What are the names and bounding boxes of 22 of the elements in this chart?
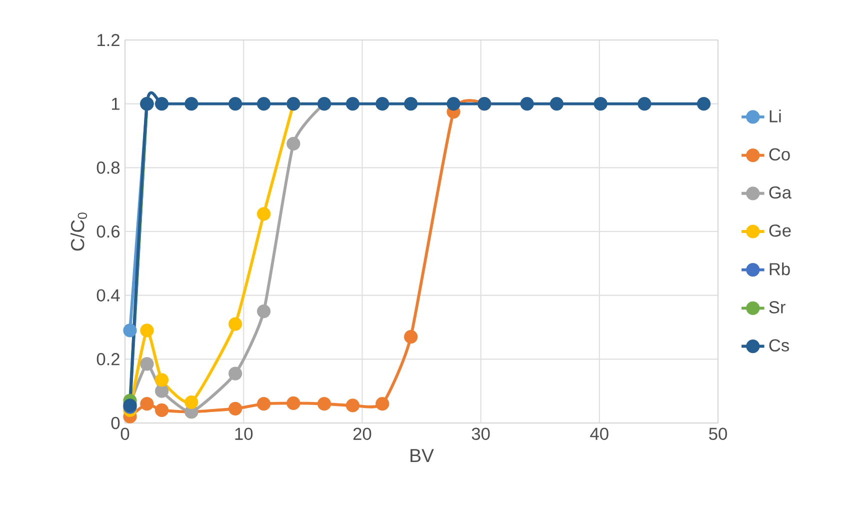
legend-label: Cs bbox=[769, 339, 789, 352]
legend-label: Ge bbox=[769, 224, 791, 237]
y-tick-label: 0.6 bbox=[96, 225, 120, 238]
x-tick-label: 40 bbox=[590, 428, 608, 440]
y-tick-label: 0.2 bbox=[96, 353, 120, 366]
y-tick-label: 1.2 bbox=[98, 34, 120, 46]
x-tick-label: 0 bbox=[120, 428, 130, 440]
y-tick-label: 0 bbox=[111, 416, 120, 430]
x-tick-label: 50 bbox=[709, 428, 727, 440]
x-tick-label: 20 bbox=[353, 428, 372, 440]
legend-label: Sr bbox=[769, 301, 786, 314]
legend-label: Li bbox=[770, 110, 781, 122]
y-axis-title: C/C$_{0}$ bbox=[70, 212, 88, 251]
y-tick-label: 0.8 bbox=[96, 162, 120, 174]
legend-label: Rb bbox=[770, 262, 790, 276]
legend-label: Ga bbox=[769, 186, 792, 199]
y-tick-label: 1 bbox=[112, 98, 120, 110]
legend-label: Co bbox=[769, 148, 790, 161]
y-tick-label: 0.4 bbox=[96, 289, 120, 302]
x-tick-label: 30 bbox=[472, 428, 490, 440]
x-tick-label: 10 bbox=[235, 428, 253, 440]
x-axis-title: BV bbox=[410, 449, 434, 462]
